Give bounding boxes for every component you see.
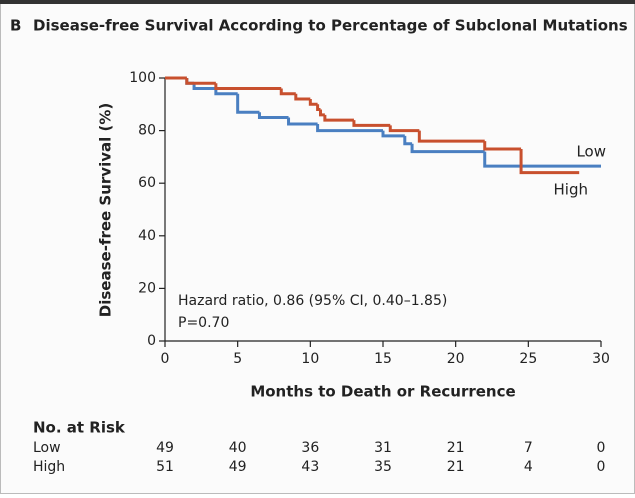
top-rule xyxy=(0,0,635,4)
risk-value: 21 xyxy=(447,440,465,456)
x-axis-label: Months to Death or Recurrence xyxy=(250,383,515,401)
survival-step xyxy=(417,130,485,143)
risk-value: 36 xyxy=(301,440,319,456)
risk-value: 40 xyxy=(229,440,247,456)
survival-step xyxy=(185,78,216,85)
survival-step xyxy=(214,83,282,91)
risk-value: 0 xyxy=(597,440,606,456)
risk-value: 21 xyxy=(447,459,465,475)
x-tick-label: 0 xyxy=(161,351,170,367)
survival-step xyxy=(388,125,420,133)
survival-step xyxy=(192,83,216,91)
survival-step xyxy=(287,117,318,126)
survival-step xyxy=(403,135,413,146)
risk-value: 0 xyxy=(597,459,606,475)
survival-step xyxy=(257,112,289,119)
chart-title: Disease-free Survival According to Perce… xyxy=(33,17,628,35)
risk-value: 7 xyxy=(524,440,533,456)
panel-letter: B xyxy=(10,17,21,35)
y-tick-label: 0 xyxy=(147,333,156,349)
x-tick-label: 30 xyxy=(592,351,610,367)
risk-row-label: Low xyxy=(33,440,61,456)
annotation: Hazard ratio, 0.86 (95% CI, 0.40–1.85) xyxy=(178,293,447,309)
survival-step xyxy=(316,124,383,133)
survival-step xyxy=(294,93,311,101)
y-axis-label: Disease-free Survival (%) xyxy=(97,103,115,317)
survival-step xyxy=(214,88,238,96)
y-tick-label: 20 xyxy=(138,280,156,296)
risk-value: 49 xyxy=(229,459,247,475)
series-label: High xyxy=(554,181,588,199)
x-tick-label: 15 xyxy=(374,351,392,367)
survival-step xyxy=(483,151,601,168)
y-tick-label: 100 xyxy=(129,70,156,86)
risk-value: 43 xyxy=(301,459,319,475)
risk-value: 4 xyxy=(524,459,533,475)
survival-step xyxy=(323,114,354,122)
x-tick-label: 25 xyxy=(519,351,537,367)
survival-step xyxy=(352,120,391,127)
x-tick-label: 10 xyxy=(301,351,319,367)
risk-value: 31 xyxy=(374,440,392,456)
y-tick-label: 60 xyxy=(138,175,156,191)
survival-step xyxy=(483,141,522,151)
risk-table-title: No. at Risk xyxy=(33,419,126,437)
risk-row-label: High xyxy=(33,459,65,475)
survival-step xyxy=(381,130,405,138)
x-tick-label: 5 xyxy=(233,351,242,367)
survival-step xyxy=(279,88,296,96)
y-tick-label: 40 xyxy=(138,228,156,244)
x-tick-label: 20 xyxy=(447,351,465,367)
risk-value: 49 xyxy=(156,440,174,456)
annotation: P=0.70 xyxy=(178,315,229,331)
survival-step xyxy=(519,149,580,175)
survival-step xyxy=(308,99,318,106)
survival-step xyxy=(236,93,260,114)
risk-value: 51 xyxy=(156,459,174,475)
y-tick-label: 80 xyxy=(138,123,156,139)
survival-step xyxy=(410,143,485,154)
series-label: Low xyxy=(576,143,606,161)
risk-value: 35 xyxy=(374,459,392,475)
